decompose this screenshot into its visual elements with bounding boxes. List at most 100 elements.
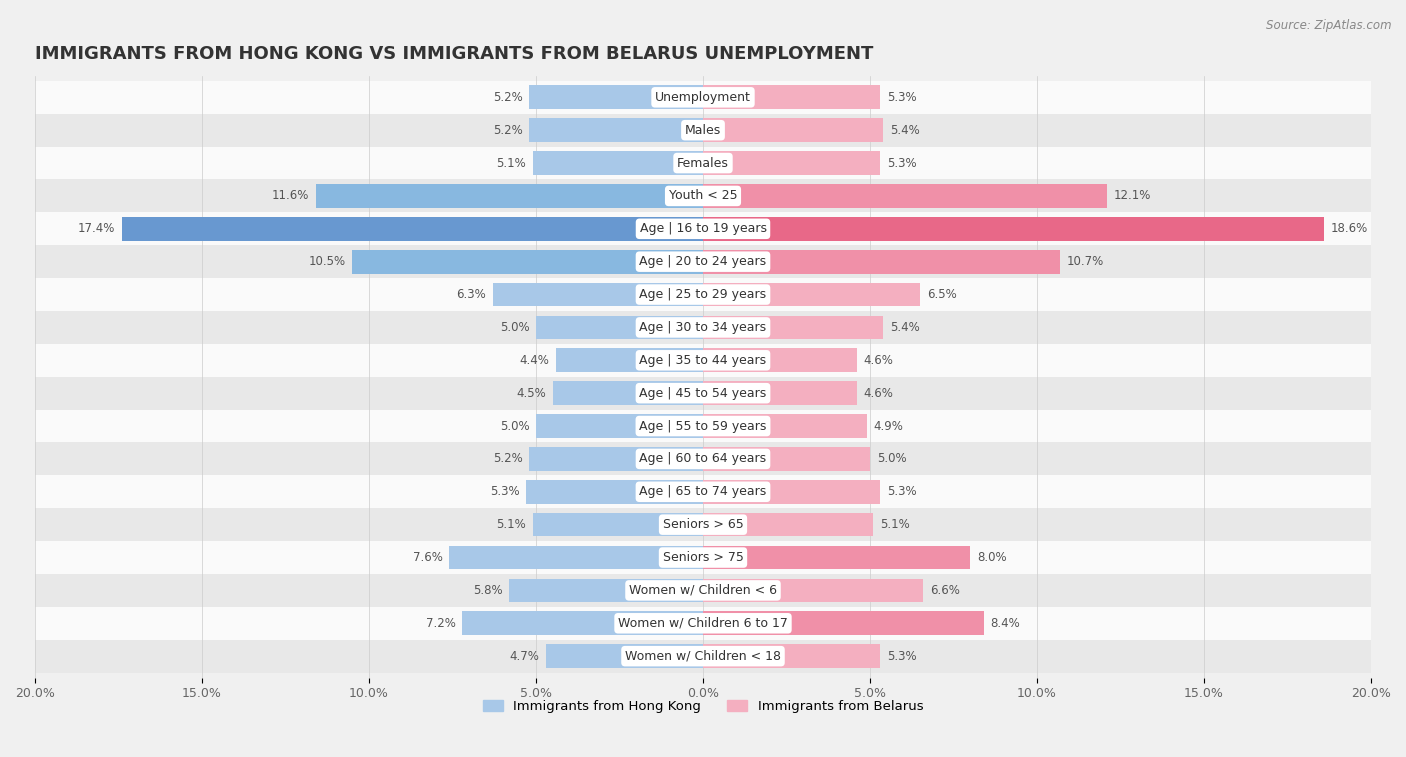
Text: 8.0%: 8.0%	[977, 551, 1007, 564]
Bar	[35, 443, 1371, 475]
Bar	[555, 348, 703, 372]
Bar	[35, 344, 1371, 377]
Text: 10.7%: 10.7%	[1067, 255, 1104, 268]
Text: Source: ZipAtlas.com: Source: ZipAtlas.com	[1267, 19, 1392, 32]
Bar	[546, 644, 703, 668]
Text: Age | 16 to 19 years: Age | 16 to 19 years	[640, 223, 766, 235]
Text: 4.5%: 4.5%	[516, 387, 546, 400]
Text: 5.8%: 5.8%	[472, 584, 502, 597]
Text: 5.2%: 5.2%	[494, 91, 523, 104]
Text: 10.5%: 10.5%	[308, 255, 346, 268]
Text: Age | 35 to 44 years: Age | 35 to 44 years	[640, 354, 766, 367]
Bar	[35, 410, 1371, 443]
Bar	[35, 574, 1371, 607]
Bar	[536, 414, 703, 438]
Text: 5.3%: 5.3%	[887, 91, 917, 104]
Bar	[122, 217, 703, 241]
Bar	[703, 382, 856, 405]
Bar	[703, 512, 873, 537]
Text: 5.1%: 5.1%	[496, 518, 526, 531]
Text: 4.9%: 4.9%	[873, 419, 903, 432]
Text: Age | 25 to 29 years: Age | 25 to 29 years	[640, 288, 766, 301]
Text: Youth < 25: Youth < 25	[669, 189, 737, 202]
Bar	[509, 578, 703, 603]
Text: 5.2%: 5.2%	[494, 453, 523, 466]
Text: Women w/ Children < 18: Women w/ Children < 18	[626, 650, 780, 662]
Bar	[35, 245, 1371, 278]
Bar	[703, 316, 883, 339]
Text: 5.0%: 5.0%	[499, 419, 529, 432]
Text: 5.3%: 5.3%	[887, 485, 917, 498]
Bar	[536, 316, 703, 339]
Bar	[703, 118, 883, 142]
Bar	[703, 282, 920, 307]
Text: 4.7%: 4.7%	[509, 650, 540, 662]
Text: Seniors > 75: Seniors > 75	[662, 551, 744, 564]
Bar	[703, 86, 880, 109]
Text: 5.2%: 5.2%	[494, 123, 523, 137]
Bar	[353, 250, 703, 273]
Text: 5.0%: 5.0%	[877, 453, 907, 466]
Bar	[703, 644, 880, 668]
Bar	[703, 217, 1324, 241]
Text: 4.6%: 4.6%	[863, 387, 893, 400]
Text: Age | 45 to 54 years: Age | 45 to 54 years	[640, 387, 766, 400]
Bar	[35, 213, 1371, 245]
Text: 5.3%: 5.3%	[887, 650, 917, 662]
Text: 17.4%: 17.4%	[77, 223, 115, 235]
Text: 5.0%: 5.0%	[499, 321, 529, 334]
Bar	[315, 184, 703, 207]
Bar	[449, 546, 703, 569]
Bar	[703, 447, 870, 471]
Bar	[35, 640, 1371, 672]
Text: IMMIGRANTS FROM HONG KONG VS IMMIGRANTS FROM BELARUS UNEMPLOYMENT: IMMIGRANTS FROM HONG KONG VS IMMIGRANTS …	[35, 45, 873, 64]
Bar	[35, 311, 1371, 344]
Bar	[35, 541, 1371, 574]
Bar	[35, 147, 1371, 179]
Text: Women w/ Children < 6: Women w/ Children < 6	[628, 584, 778, 597]
Text: 8.4%: 8.4%	[990, 617, 1019, 630]
Text: Age | 30 to 34 years: Age | 30 to 34 years	[640, 321, 766, 334]
Legend: Immigrants from Hong Kong, Immigrants from Belarus: Immigrants from Hong Kong, Immigrants fr…	[482, 699, 924, 713]
Bar	[526, 480, 703, 503]
Bar	[35, 81, 1371, 114]
Text: Age | 20 to 24 years: Age | 20 to 24 years	[640, 255, 766, 268]
Text: 5.3%: 5.3%	[887, 157, 917, 170]
Text: Age | 65 to 74 years: Age | 65 to 74 years	[640, 485, 766, 498]
Text: 7.2%: 7.2%	[426, 617, 456, 630]
Text: Males: Males	[685, 123, 721, 137]
Text: Seniors > 65: Seniors > 65	[662, 518, 744, 531]
Text: Unemployment: Unemployment	[655, 91, 751, 104]
Bar	[492, 282, 703, 307]
Bar	[703, 578, 924, 603]
Text: 5.1%: 5.1%	[880, 518, 910, 531]
Text: Age | 60 to 64 years: Age | 60 to 64 years	[640, 453, 766, 466]
Bar	[35, 475, 1371, 508]
Text: Females: Females	[678, 157, 728, 170]
Bar	[463, 612, 703, 635]
Bar	[703, 546, 970, 569]
Bar	[35, 179, 1371, 213]
Bar	[35, 508, 1371, 541]
Text: Age | 55 to 59 years: Age | 55 to 59 years	[640, 419, 766, 432]
Bar	[533, 151, 703, 175]
Text: 7.6%: 7.6%	[412, 551, 443, 564]
Text: 6.3%: 6.3%	[456, 288, 486, 301]
Text: 5.3%: 5.3%	[489, 485, 519, 498]
Bar	[703, 480, 880, 503]
Text: 6.6%: 6.6%	[931, 584, 960, 597]
Text: 5.4%: 5.4%	[890, 321, 920, 334]
Text: 5.1%: 5.1%	[496, 157, 526, 170]
Text: 4.4%: 4.4%	[519, 354, 550, 367]
Bar	[35, 607, 1371, 640]
Text: 18.6%: 18.6%	[1331, 223, 1368, 235]
Text: 6.5%: 6.5%	[927, 288, 956, 301]
Text: 12.1%: 12.1%	[1114, 189, 1152, 202]
Text: 11.6%: 11.6%	[271, 189, 309, 202]
Bar	[703, 348, 856, 372]
Bar	[529, 447, 703, 471]
Bar	[703, 151, 880, 175]
Text: Women w/ Children 6 to 17: Women w/ Children 6 to 17	[619, 617, 787, 630]
Bar	[529, 118, 703, 142]
Bar	[35, 377, 1371, 410]
